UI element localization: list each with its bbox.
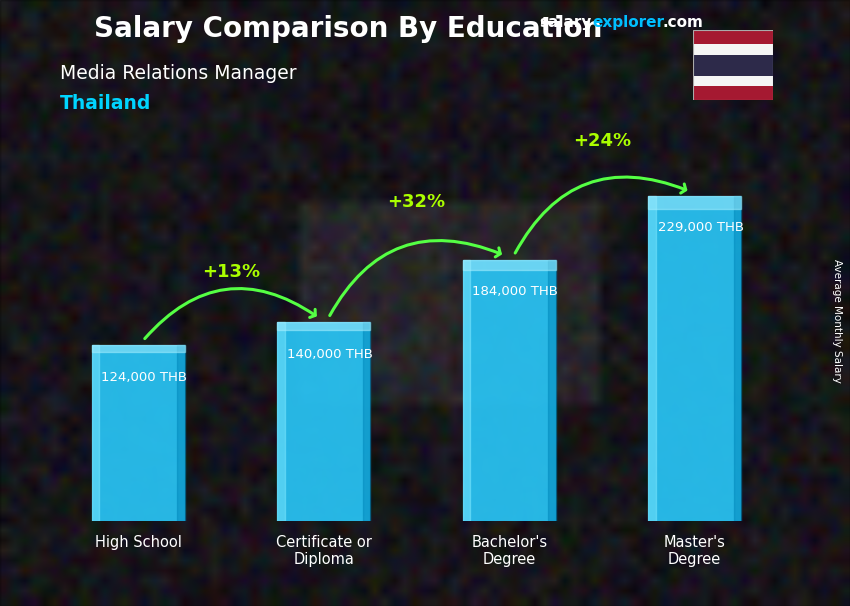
Bar: [363, 322, 370, 521]
Bar: [693, 44, 774, 55]
Text: 124,000 THB: 124,000 THB: [101, 370, 187, 384]
Bar: [92, 345, 184, 352]
Text: +32%: +32%: [388, 193, 445, 211]
Text: salary: salary: [540, 15, 592, 30]
Bar: [92, 345, 184, 521]
Text: +13%: +13%: [202, 263, 260, 281]
Text: Salary Comparison By Education: Salary Comparison By Education: [94, 15, 603, 43]
Bar: [463, 260, 556, 270]
Text: Thailand: Thailand: [60, 94, 151, 113]
Text: 184,000 THB: 184,000 THB: [472, 285, 558, 298]
Bar: [734, 196, 741, 521]
Bar: [277, 322, 285, 521]
Bar: [693, 86, 774, 100]
Text: Average Monthly Salary: Average Monthly Salary: [832, 259, 842, 383]
Text: Media Relations Manager: Media Relations Manager: [60, 64, 296, 82]
Text: explorer: explorer: [592, 15, 665, 30]
Bar: [649, 196, 655, 521]
Bar: [277, 322, 370, 521]
Bar: [649, 196, 741, 521]
Text: .com: .com: [662, 15, 703, 30]
Text: +24%: +24%: [573, 132, 631, 150]
Bar: [277, 322, 370, 330]
Bar: [463, 260, 556, 521]
Bar: [693, 30, 774, 44]
Bar: [548, 260, 556, 521]
Text: 140,000 THB: 140,000 THB: [286, 348, 372, 361]
Text: 229,000 THB: 229,000 THB: [658, 221, 744, 235]
Bar: [693, 55, 774, 76]
Bar: [693, 76, 774, 86]
Bar: [649, 196, 741, 209]
Bar: [178, 345, 184, 521]
Bar: [463, 260, 470, 521]
Bar: [92, 345, 99, 521]
